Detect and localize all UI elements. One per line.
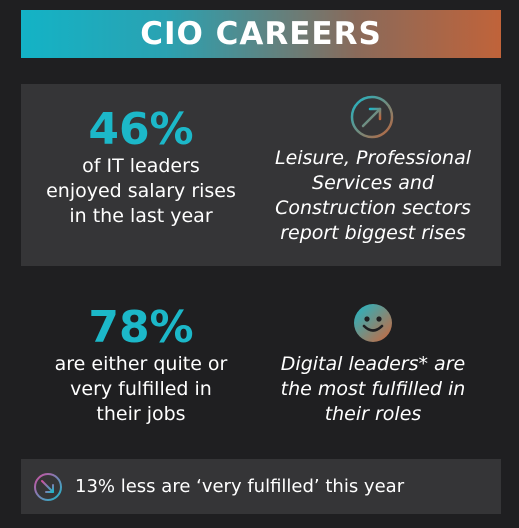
footer-bar: 13% less are ‘very fulfilled’ this year [21,459,501,514]
fulfilment-stat-value: 78% [88,302,194,353]
page-title: CIO CAREERS [140,16,382,52]
title-banner: CIO CAREERS [21,10,501,58]
fulfilment-note: Digital leaders* are the most fulfilled … [253,352,493,427]
fulfilment-stat: 78% are either quite or very fulfilled i… [21,304,261,427]
footer-text: 13% less are ‘very fulfilled’ this year [75,476,405,497]
salary-stat-label-line: in the last year [69,205,213,227]
smiley-face-icon [354,304,392,342]
salary-note: Leisure, Professional Services and Const… [253,146,493,246]
salary-panel: 46% of IT leaders enjoyed salary rises i… [21,84,501,266]
fulfilment-note-line: their roles [324,403,422,425]
arrow-down-right-icon [34,472,62,501]
salary-note-line: Services and [312,172,434,194]
fulfilment-stat-label-line: their jobs [96,403,186,425]
salary-stat-value: 46% [88,104,194,155]
salary-note-line: Leisure, Professional [274,147,471,169]
fulfilment-note-line: the most fulfilled in [280,378,466,400]
fulfilment-stat-label-line: are either quite or [54,353,228,375]
salary-stat-label-line: enjoyed salary rises [46,180,236,202]
salary-note-line: report biggest rises [280,222,466,244]
salary-note-line: Construction sectors [275,197,471,219]
fulfilment-note-line: Digital leaders* are [280,353,466,375]
salary-stat: 46% of IT leaders enjoyed salary rises i… [21,106,261,229]
arrow-up-right-icon [350,95,394,139]
salary-stat-label-line: of IT leaders [82,155,200,177]
fulfilment-stat-label-line: very fulfilled in [70,378,212,400]
